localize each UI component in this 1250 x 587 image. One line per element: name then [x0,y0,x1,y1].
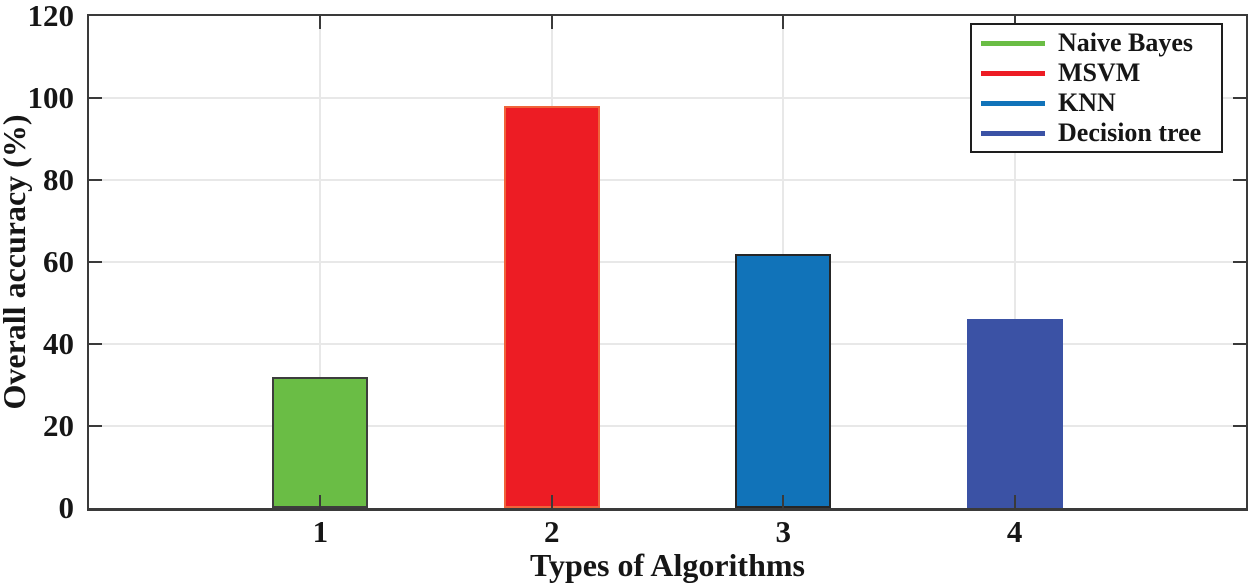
y-axis-tick-left [89,425,102,427]
x-tick-label: 3 [775,514,791,549]
legend-swatch [981,130,1045,136]
legend: Naive Bayes MSVM KNN Decision tree [970,23,1223,153]
y-tick-label: 40 [43,326,74,361]
legend-item-msvm: MSVM [972,59,1221,87]
y-axis-tick-left [89,179,102,181]
y-tick-label: 0 [58,490,75,525]
y-gridline [89,343,1246,345]
legend-item-naive-bayes: Naive Bayes [972,29,1221,57]
y-tick-label: 100 [27,80,75,115]
x-axis-tick-bottom [1013,495,1016,508]
legend-label: Decision tree [1058,118,1202,147]
x-axis-tick-top [550,16,553,29]
x-axis-tick-top [782,16,785,29]
legend-label: Naive Bayes [1058,28,1194,57]
x-tick-label: 4 [1006,514,1023,549]
y-axis-tick-right [1233,425,1246,427]
y-gridline [89,179,1246,181]
y-axis-tick-right [1233,179,1246,181]
bar-msvm [503,106,600,508]
y-tick-label: 80 [43,162,74,197]
x-tick-label: 1 [312,514,329,549]
y-axis-tick-right [1233,343,1246,345]
y-gridline [89,425,1246,427]
y-axis-tick-right [1233,97,1246,99]
x-gridline [319,16,322,508]
x-axis-tick-bottom [319,495,322,508]
legend-item-decision-tree: Decision tree [972,119,1221,147]
x-axis-tick-top [1013,16,1016,29]
y-axis-tick-left [89,261,102,263]
plot-area: Naive Bayes MSVM KNN Decision tree [87,14,1248,511]
y-axis-tick-left [89,343,102,345]
legend-swatch [981,100,1045,106]
x-axis-tick-bottom [782,495,785,508]
x-gridline [1013,16,1016,508]
legend-label: KNN [1058,88,1116,117]
bar-decision-tree [966,319,1063,508]
y-tick-label: 60 [43,244,74,279]
y-axis-tick-left [89,97,102,99]
bar-knn [735,253,832,508]
y-gridline [89,261,1246,263]
legend-swatch [981,40,1045,46]
y-tick-label: 120 [27,0,75,33]
x-tick-label: 2 [544,514,560,549]
bar-naive-bayes [272,376,369,508]
x-axis-title: Types of Algorithms [530,547,805,583]
legend-swatch [981,70,1045,76]
legend-item-knn: KNN [972,89,1221,117]
y-gridline [89,97,1246,99]
x-axis-tick-top [319,16,322,29]
y-axis-tick-right [1233,261,1246,263]
y-tick-label: 20 [43,408,74,443]
legend-label: MSVM [1058,58,1141,87]
x-axis-tick-bottom [550,495,553,508]
